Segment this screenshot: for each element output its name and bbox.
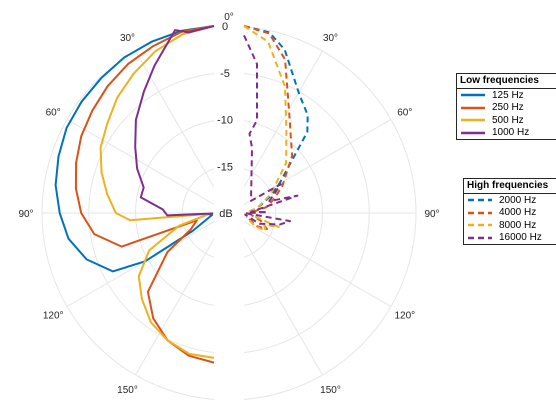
legend-swatch-4000hz [468,211,492,214]
legend-label-16000hz: 16000 Hz [499,232,542,244]
grid-spoke [135,212,230,376]
series-1000hz [134,25,215,217]
grid-spoke [228,212,323,376]
angle-tick-label: 150° [320,385,341,396]
angle-tick-label: 150° [117,385,138,396]
angle-tick-label: 0° [224,12,234,23]
angle-tick-label: 120° [43,311,64,322]
legend-entry-2000hz: 2000 Hz [464,194,556,207]
legend-entry-1000hz: 1000 Hz [457,127,556,140]
grid-spoke [228,119,392,214]
angle-tick-label: 90° [18,209,33,220]
series-layer [54,25,309,364]
grid-spoke [228,212,392,307]
angle-tick-label: 30° [120,33,135,44]
legend-label-8000hz: 8000 Hz [499,219,537,231]
series-500hz [99,25,215,359]
legend-entry-4000hz: 4000 Hz [464,207,556,220]
series-250hz [74,25,215,364]
legend-label-4000hz: 4000 Hz [499,207,537,219]
legend-swatch-2000hz [468,199,492,202]
grid-spoke [228,50,323,214]
legend-swatch-16000hz [468,236,492,239]
legend-entry-8000hz: 8000 Hz [464,219,556,232]
legend-low-frequencies: Low frequencies 125 Hz 250 Hz 500 Hz 100… [456,73,556,140]
angle-tick-label: 120° [394,311,415,322]
legend-swatch-250hz [461,106,485,109]
legend-entry-125hz: 125 Hz [457,89,556,102]
legend-swatch-500hz [461,119,485,122]
legend-label-250hz: 250 Hz [492,102,524,114]
legend-swatch-125hz [461,94,485,97]
legend-label-500hz: 500 Hz [492,114,524,126]
legend-swatch-1000hz [461,131,485,134]
legend-entry-500hz: 500 Hz [457,114,556,127]
legend-entry-16000hz: 16000 Hz [464,232,556,245]
legend-label-1000hz: 1000 Hz [492,127,530,139]
legend-label-2000hz: 2000 Hz [499,194,537,206]
r-tick-label: -15 [217,161,233,173]
angle-tick-label: 90° [424,209,439,220]
angle-tick-label: 60° [46,108,61,119]
angle-tick-label: 30° [323,33,338,44]
legend-title-low: Low frequencies [457,74,556,89]
angle-tick-label: 60° [397,108,412,119]
r-tick-label: 0 [222,21,228,33]
hemisphere-gap [214,24,244,402]
legend-swatch-8000hz [468,224,492,227]
r-tick-label: -10 [217,115,233,127]
legend-high-frequencies: High frequencies 2000 Hz 4000 Hz 8000 Hz… [463,178,556,245]
legend-entry-250hz: 250 Hz [457,102,556,115]
r-tick-label: -5 [220,68,230,80]
r-axis-unit-label: dB [219,208,232,220]
series-125hz [54,25,215,273]
tick-labels: 0-5-10-15dB0°30°60°90°120°150°180°30°60°… [18,12,439,396]
grid-spoke [66,119,230,214]
grid-spoke [135,50,230,214]
legend-label-125hz: 125 Hz [492,89,524,101]
series-8000hz [243,25,288,232]
legend-title-high: High frequencies [464,179,556,194]
series-16000hz [243,34,299,226]
